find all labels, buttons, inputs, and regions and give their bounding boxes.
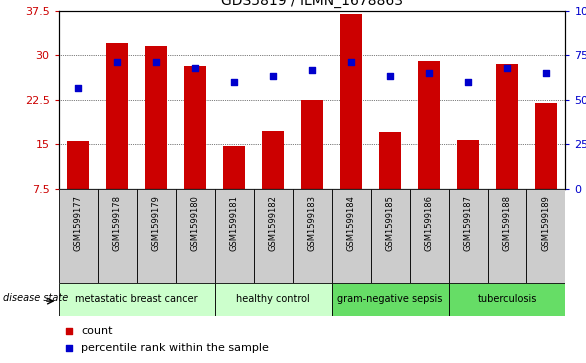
FancyBboxPatch shape	[214, 189, 254, 283]
Bar	[340, 14, 362, 189]
FancyBboxPatch shape	[137, 189, 176, 283]
Bar	[185, 66, 206, 189]
FancyBboxPatch shape	[526, 189, 565, 283]
FancyBboxPatch shape	[332, 283, 448, 316]
Text: GSM1599187: GSM1599187	[464, 195, 472, 251]
Point	[190, 65, 200, 71]
FancyBboxPatch shape	[410, 189, 448, 283]
Bar	[496, 64, 517, 189]
Title: GDS5819 / ILMN_1678863: GDS5819 / ILMN_1678863	[221, 0, 403, 8]
Text: percentile rank within the sample: percentile rank within the sample	[81, 343, 270, 353]
Text: GSM1599178: GSM1599178	[113, 195, 121, 251]
Point	[113, 60, 122, 65]
FancyBboxPatch shape	[59, 283, 214, 316]
FancyBboxPatch shape	[370, 189, 410, 283]
Text: GSM1599183: GSM1599183	[308, 195, 316, 251]
Text: GSM1599184: GSM1599184	[346, 195, 356, 251]
FancyBboxPatch shape	[448, 189, 488, 283]
Point	[268, 73, 278, 79]
Bar	[145, 46, 167, 189]
FancyBboxPatch shape	[176, 189, 214, 283]
Bar	[535, 103, 557, 189]
Text: disease state: disease state	[3, 293, 68, 303]
FancyBboxPatch shape	[332, 189, 370, 283]
Point	[73, 85, 83, 91]
Text: healthy control: healthy control	[236, 294, 310, 305]
Text: GSM1599181: GSM1599181	[230, 195, 239, 251]
Point	[308, 67, 317, 73]
Text: GSM1599180: GSM1599180	[190, 195, 200, 251]
Text: GSM1599179: GSM1599179	[152, 195, 161, 251]
FancyBboxPatch shape	[59, 189, 98, 283]
Bar	[457, 139, 479, 189]
Text: count: count	[81, 326, 113, 336]
Text: tuberculosis: tuberculosis	[478, 294, 537, 305]
Point	[151, 60, 161, 65]
Text: metastatic breast cancer: metastatic breast cancer	[75, 294, 198, 305]
Point	[229, 79, 239, 85]
Point	[502, 65, 512, 71]
Point	[541, 70, 551, 76]
Text: GSM1599186: GSM1599186	[424, 195, 434, 251]
Bar	[67, 141, 89, 189]
Bar	[223, 146, 245, 189]
Text: GSM1599177: GSM1599177	[74, 195, 83, 251]
FancyBboxPatch shape	[448, 283, 565, 316]
Point	[64, 345, 73, 351]
Bar	[301, 100, 323, 189]
Bar	[107, 44, 128, 189]
Point	[64, 328, 73, 334]
Point	[424, 70, 434, 76]
Bar	[263, 131, 284, 189]
Point	[346, 60, 356, 65]
FancyBboxPatch shape	[254, 189, 292, 283]
FancyBboxPatch shape	[488, 189, 526, 283]
Text: GSM1599185: GSM1599185	[386, 195, 394, 251]
Point	[464, 79, 473, 85]
Bar	[379, 132, 401, 189]
Bar	[418, 61, 440, 189]
FancyBboxPatch shape	[292, 189, 332, 283]
Point	[386, 73, 395, 79]
FancyBboxPatch shape	[214, 283, 332, 316]
Text: GSM1599182: GSM1599182	[268, 195, 278, 251]
Text: GSM1599189: GSM1599189	[541, 195, 550, 251]
FancyBboxPatch shape	[98, 189, 137, 283]
Text: GSM1599188: GSM1599188	[503, 195, 512, 251]
Text: gram-negative sepsis: gram-negative sepsis	[338, 294, 442, 305]
